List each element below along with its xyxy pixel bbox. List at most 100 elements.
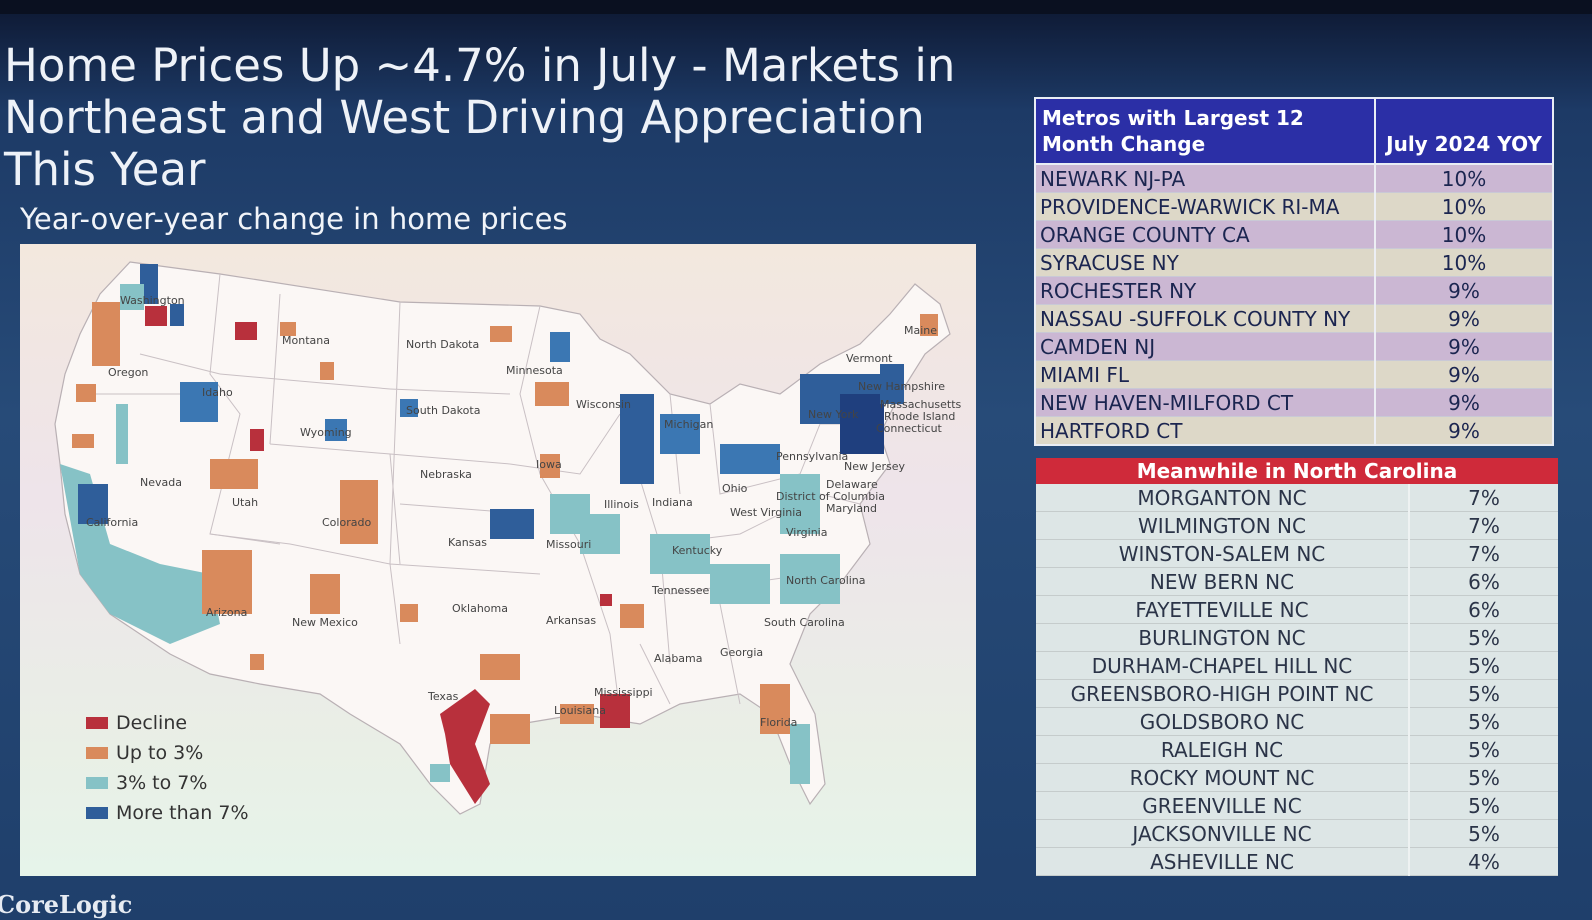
nc-row: NEW BERN NC 6%: [1036, 567, 1558, 596]
legend-swatch: [86, 717, 108, 729]
metro-yoy-value: 10%: [1374, 192, 1553, 221]
map-legend: Decline Up to 3% 3% to 7% More than 7%: [86, 708, 249, 828]
nc-row: RALEIGH NC 5%: [1036, 735, 1558, 764]
nc-metro-name: GOLDSBORO NC: [1036, 707, 1409, 736]
state-label-kansas: Kansas: [448, 536, 487, 549]
state-label-colorado: Colorado: [322, 516, 371, 529]
state-label-virginia: Virginia: [786, 526, 827, 539]
state-labels: Washington Oregon Idaho Montana Wyoming Nevad…: [86, 294, 962, 729]
metro-row: PROVIDENCE-WARWICK RI-MA 10%: [1035, 192, 1553, 221]
us-county-map: Washington Oregon Idaho Montana Wyoming Nevad…: [54, 261, 962, 815]
county-shading: [60, 264, 938, 804]
state-label-california: California: [86, 516, 138, 529]
state-label-ohio: Ohio: [722, 482, 748, 495]
state-label-rhode-island: Rhode Island: [884, 410, 955, 423]
state-label-maryland: Maryland: [826, 502, 877, 515]
metro-yoy-value: 9%: [1374, 304, 1553, 333]
state-label-indiana: Indiana: [652, 496, 693, 509]
metro-row: NASSAU -SUFFOLK COUNTY NY 9%: [1035, 304, 1553, 333]
state-label-district-of-columbia: District of Columbia: [776, 490, 885, 503]
nc-row: FAYETTEVILLE NC 6%: [1036, 595, 1558, 624]
legend-item: Decline: [86, 708, 249, 738]
state-label-michigan: Michigan: [664, 418, 713, 431]
nc-row: WINSTON-SALEM NC 7%: [1036, 539, 1558, 568]
nc-yoy-value: 5%: [1408, 707, 1558, 736]
nc-row: GOLDSBORO NC 5%: [1036, 707, 1558, 736]
nc-row: JACKSONVILLE NC 5%: [1036, 819, 1558, 848]
legend-swatch: [86, 747, 108, 759]
nc-metro-name: GREENVILLE NC: [1036, 791, 1409, 820]
nc-row: MORGANTON NC 7%: [1036, 484, 1558, 512]
legend-label: More than 7%: [116, 802, 249, 824]
nc-yoy-value: 7%: [1408, 484, 1558, 512]
metro-yoy-value: 10%: [1374, 220, 1553, 249]
state-label-utah: Utah: [232, 496, 258, 509]
metros-table: Metros with Largest 12 Month Change July…: [1034, 97, 1554, 446]
state-label-west-virginia: West Virginia: [730, 506, 802, 519]
metro-name: NEW HAVEN-MILFORD CT: [1035, 388, 1375, 417]
nc-metro-name: NEW BERN NC: [1036, 567, 1409, 596]
metro-row: NEWARK NJ-PA 10%: [1035, 164, 1553, 193]
state-label-new-mexico: New Mexico: [292, 616, 358, 629]
metro-name: NEWARK NJ-PA: [1035, 164, 1375, 193]
nc-row: GREENVILLE NC 5%: [1036, 791, 1558, 820]
metro-yoy-value: 9%: [1374, 388, 1553, 417]
nc-yoy-value: 5%: [1408, 735, 1558, 764]
nc-yoy-value: 7%: [1408, 511, 1558, 540]
state-label-washington: Washington: [120, 294, 185, 307]
metro-name: PROVIDENCE-WARWICK RI-MA: [1035, 192, 1375, 221]
state-label-new-jersey: New Jersey: [844, 460, 906, 473]
state-label-south-carolina: South Carolina: [764, 616, 845, 629]
nc-metro-name: JACKSONVILLE NC: [1036, 819, 1409, 848]
state-label-oregon: Oregon: [108, 366, 148, 379]
nc-yoy-value: 6%: [1408, 595, 1558, 624]
metro-name: HARTFORD CT: [1035, 416, 1375, 446]
corelogic-logo: CoreLogic: [0, 890, 133, 919]
state-label-north-dakota: North Dakota: [406, 338, 479, 351]
metro-row: ORANGE COUNTY CA 10%: [1035, 220, 1553, 249]
state-label-iowa: Iowa: [536, 458, 562, 471]
metros-header-left: Metros with Largest 12 Month Change: [1034, 97, 1376, 165]
metro-name: CAMDEN NJ: [1035, 332, 1375, 361]
nc-row: DURHAM-CHAPEL HILL NC 5%: [1036, 651, 1558, 680]
nc-yoy-value: 5%: [1408, 623, 1558, 652]
metro-yoy-value: 10%: [1374, 248, 1553, 277]
nc-metro-name: GREENSBORO-HIGH POINT NC: [1036, 679, 1409, 708]
state-label-new-york: New York: [808, 408, 859, 421]
legend-label: Decline: [116, 712, 188, 734]
state-label-montana: Montana: [282, 334, 330, 347]
state-label-nevada: Nevada: [140, 476, 182, 489]
state-label-maine: Maine: [904, 324, 937, 337]
legend-swatch: [86, 777, 108, 789]
metro-name: ROCHESTER NY: [1035, 276, 1375, 305]
nc-metro-name: WILMINGTON NC: [1036, 511, 1409, 540]
state-label-pennsylvania: Pennsylvania: [776, 450, 848, 463]
legend-item: Up to 3%: [86, 738, 249, 768]
state-label-connecticut: Connecticut: [876, 422, 943, 435]
state-label-louisiana: Louisiana: [554, 704, 606, 717]
nc-metro-name: MORGANTON NC: [1036, 484, 1409, 512]
state-label-arkansas: Arkansas: [546, 614, 596, 627]
metro-row: MIAMI FL 9%: [1035, 360, 1553, 389]
nc-row: ASHEVILLE NC 4%: [1036, 847, 1558, 876]
slide-title: Home Prices Up ~4.7% in July - Markets i…: [4, 39, 956, 196]
state-label-missouri: Missouri: [546, 538, 591, 551]
nc-metro-name: ASHEVILLE NC: [1036, 847, 1409, 876]
state-label-georgia: Georgia: [720, 646, 763, 659]
metro-yoy-value: 9%: [1374, 360, 1553, 389]
nc-yoy-value: 6%: [1408, 567, 1558, 596]
legend-swatch: [86, 807, 108, 819]
metro-row: NEW HAVEN-MILFORD CT 9%: [1035, 388, 1553, 417]
nc-metro-name: DURHAM-CHAPEL HILL NC: [1036, 651, 1409, 680]
metro-yoy-value: 9%: [1374, 416, 1553, 446]
state-label-idaho: Idaho: [202, 386, 233, 399]
nc-table-header: Meanwhile in North Carolina: [1036, 458, 1558, 484]
nc-header: Meanwhile in North Carolina: [1036, 458, 1558, 484]
nc-yoy-value: 5%: [1408, 679, 1558, 708]
state-label-alabama: Alabama: [654, 652, 703, 665]
metros-header-right: July 2024 YOY: [1374, 97, 1554, 165]
metro-yoy-value: 10%: [1374, 164, 1553, 193]
nc-row: BURLINGTON NC 5%: [1036, 623, 1558, 652]
state-label-florida: Florida: [760, 716, 797, 729]
state-label-delaware: Delaware: [826, 478, 878, 491]
